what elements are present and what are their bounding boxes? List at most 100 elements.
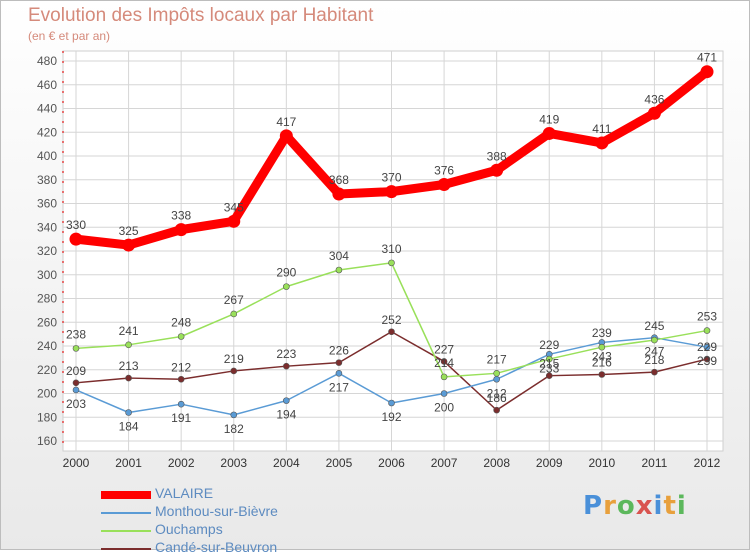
y-tick-label: 200 xyxy=(37,387,57,401)
x-tick-label: 2006 xyxy=(378,456,405,470)
y-tick-label: 240 xyxy=(37,339,57,353)
data-label: 229 xyxy=(539,338,559,352)
data-label: 203 xyxy=(66,397,86,411)
y-tick-label: 260 xyxy=(37,315,57,329)
y-tick-label: 340 xyxy=(37,220,57,234)
data-label: 330 xyxy=(66,218,86,232)
data-label: 243 xyxy=(592,349,612,363)
legend-swatch xyxy=(101,548,151,550)
data-point xyxy=(703,343,711,351)
data-label: 252 xyxy=(381,313,401,327)
x-tick-label: 2005 xyxy=(326,456,353,470)
legend-swatch xyxy=(101,491,151,499)
data-point xyxy=(437,178,451,191)
data-label: 368 xyxy=(329,173,349,187)
data-label: 239 xyxy=(592,326,612,340)
data-label: 229 xyxy=(697,340,717,354)
data-point xyxy=(598,343,606,351)
data-label: 325 xyxy=(119,224,139,238)
data-label: 217 xyxy=(487,352,507,366)
data-point xyxy=(283,362,290,370)
data-point xyxy=(122,238,136,252)
data-point xyxy=(177,333,185,340)
data-label: 192 xyxy=(381,410,401,424)
chart-legend: VALAIRE Monthou-sur-Bièvre Ouchamps Candé-s… xyxy=(101,485,401,557)
data-label: 241 xyxy=(119,324,139,338)
legend-item: Monthou-sur-Bièvre xyxy=(101,503,401,521)
logo-letter: x xyxy=(635,491,654,521)
x-tick-label: 2007 xyxy=(431,456,458,470)
logo-letter: P xyxy=(583,491,604,521)
data-label: 388 xyxy=(487,149,507,163)
data-label: 238 xyxy=(66,327,86,341)
data-point xyxy=(388,399,395,407)
data-point xyxy=(440,390,448,397)
logo-letter: i xyxy=(653,491,664,521)
y-tick-label: 160 xyxy=(37,434,57,448)
data-point xyxy=(651,368,658,376)
y-tick-label: 280 xyxy=(37,292,57,306)
data-label: 213 xyxy=(119,359,139,373)
y-tick-label: 320 xyxy=(37,244,57,258)
data-point xyxy=(385,185,398,199)
data-label: 417 xyxy=(276,115,296,129)
x-tick-label: 2002 xyxy=(168,456,195,470)
y-tick-label: 180 xyxy=(37,410,57,424)
x-tick-label: 2004 xyxy=(273,456,300,470)
data-point xyxy=(440,358,448,365)
y-tick-label: 460 xyxy=(37,78,57,92)
x-tick-label: 2008 xyxy=(483,456,510,470)
data-point xyxy=(651,336,658,344)
data-point xyxy=(283,397,290,404)
data-label: 345 xyxy=(224,200,244,214)
legend-label: VALAIRE xyxy=(155,485,214,501)
data-label: 436 xyxy=(644,92,664,106)
data-label: 226 xyxy=(329,344,349,358)
data-point xyxy=(440,373,448,381)
data-point xyxy=(335,370,343,377)
data-point xyxy=(230,310,238,318)
y-tick-label: 400 xyxy=(37,149,57,163)
chart-title: Evolution des Impôts locaux par Habitant xyxy=(28,5,374,26)
data-label: 245 xyxy=(644,319,664,333)
data-point xyxy=(545,355,553,363)
data-point xyxy=(542,126,556,140)
chart-subtitle: (en € et par an) xyxy=(28,29,111,43)
proxiti-logo: Proxiti xyxy=(583,491,687,521)
data-point xyxy=(283,283,290,290)
data-point xyxy=(595,136,609,150)
x-tick-label: 2012 xyxy=(694,456,721,470)
x-tick-label: 2011 xyxy=(642,456,668,470)
data-label: 290 xyxy=(276,266,296,280)
legend-swatch xyxy=(101,512,151,514)
data-point xyxy=(125,341,132,349)
data-label: 191 xyxy=(171,411,191,425)
data-point xyxy=(490,163,504,177)
data-point xyxy=(388,328,395,336)
data-label: 212 xyxy=(171,360,191,374)
data-point xyxy=(230,411,238,419)
x-tick-label: 2000 xyxy=(63,456,90,470)
data-label: 227 xyxy=(434,342,454,356)
data-label: 310 xyxy=(381,242,401,256)
data-label: 218 xyxy=(644,353,664,367)
data-point xyxy=(174,223,188,237)
data-point xyxy=(279,129,293,143)
data-label: 233 xyxy=(539,361,559,375)
data-point xyxy=(332,187,346,201)
y-tick-label: 360 xyxy=(37,197,57,211)
data-point xyxy=(335,359,343,366)
data-label: 253 xyxy=(697,310,717,324)
y-tick-label: 480 xyxy=(37,54,57,68)
data-label: 304 xyxy=(329,249,349,263)
data-label: 216 xyxy=(592,356,612,370)
data-label: 214 xyxy=(434,356,454,370)
legend-label: Monthou-sur-Bièvre xyxy=(155,503,278,519)
data-label: 471 xyxy=(697,51,717,65)
data-point xyxy=(177,375,185,383)
y-tick-label: 220 xyxy=(37,363,57,377)
legend-label: Candé-sur-Beuvron xyxy=(155,539,278,555)
logo-letter: i xyxy=(676,491,687,521)
